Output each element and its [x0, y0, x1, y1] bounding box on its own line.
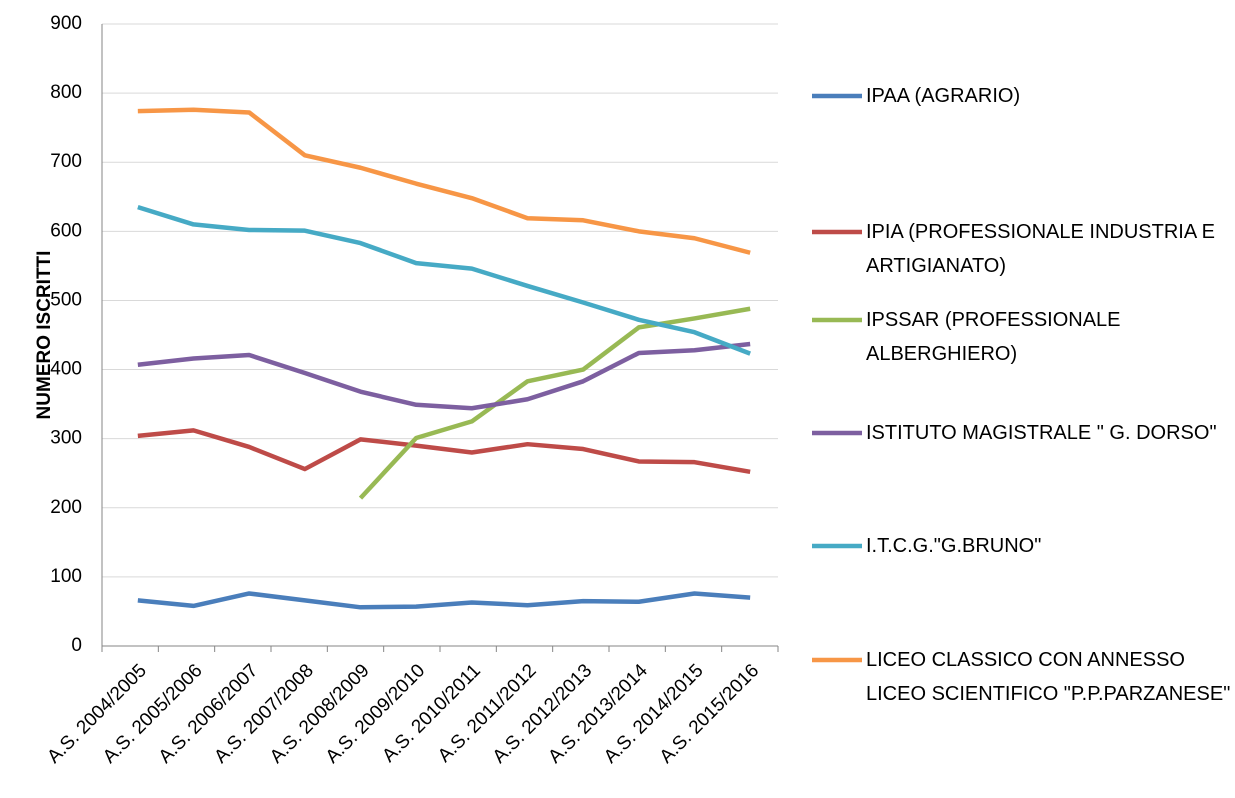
y-axis-title: NUMERO ISCRITTI [34, 251, 55, 420]
series-line [137, 341, 751, 411]
y-tick-label: 900 [50, 13, 82, 34]
series-line [137, 428, 751, 475]
y-tick-label: 500 [50, 289, 82, 310]
x-tick-label: A.S. 2013/2014 [544, 660, 652, 768]
y-tick-label: 400 [50, 359, 82, 380]
series-line [137, 107, 751, 255]
y-tick-label: 800 [50, 82, 82, 103]
legend-label: IPSSAR (PROFESSIONALE ALBERGHIERO) [866, 309, 1121, 365]
x-tick-label: A.S. 2008/2009 [266, 660, 373, 767]
y-tick-label: 300 [50, 428, 82, 449]
x-tick-label: A.S. 2015/2016 [656, 660, 763, 767]
series-line [358, 306, 751, 500]
legend-label: I.T.C.G."G.BRUNO" [866, 535, 1042, 557]
x-tick-label: A.S. 2012/2013 [489, 660, 596, 767]
x-tick-label: A.S. 2004/2005 [43, 660, 150, 767]
x-tick-label: A.S. 2005/2006 [99, 660, 206, 767]
x-tick-label: A.S. 2006/2007 [155, 660, 262, 767]
series-line [137, 204, 751, 356]
x-tick-label: A.S. 2011/2012 [434, 660, 540, 766]
legend-label: IPIA (PROFESSIONALE INDUSTRIA E ARTIGIAN… [866, 221, 1215, 277]
x-tick-label: A.S. 2009/2010 [322, 660, 429, 767]
legend-label: ISTITUTO MAGISTRALE " G. DORSO" [866, 422, 1217, 444]
y-tick-label: 100 [50, 566, 82, 587]
y-tick-label: 600 [50, 220, 82, 241]
y-tick-label: 700 [50, 151, 82, 172]
y-tick-label: 200 [50, 497, 82, 518]
series-line [137, 591, 751, 610]
x-tick-label: A.S. 2014/2015 [600, 660, 707, 767]
x-tick-label: A.S. 2010/2011 [378, 660, 484, 766]
y-tick-label: 0 [71, 635, 82, 656]
x-tick-label: A.S. 2007/2008 [210, 660, 317, 767]
legend-label: LICEO CLASSICO CON ANNESSO LICEO SCIENTI… [866, 649, 1231, 705]
legend-label: IPAA (AGRARIO) [866, 85, 1021, 107]
